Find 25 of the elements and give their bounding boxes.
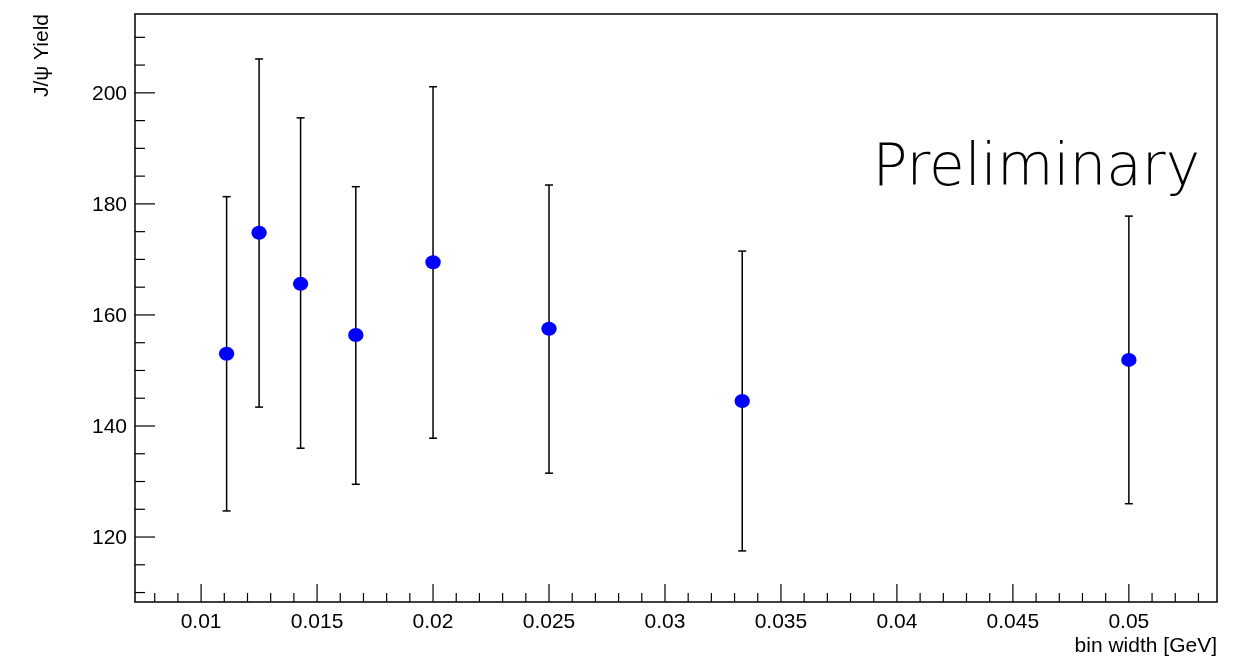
point (348, 327, 364, 342)
point (292, 276, 309, 291)
y-tick-label: 180 (91, 191, 127, 215)
point (218, 346, 235, 361)
y-tick-label: 140 (91, 413, 127, 437)
y-axis-title: J/ψ Yield (29, 14, 52, 98)
point (425, 255, 441, 270)
y-tick-label: 120 (91, 525, 127, 549)
annotation: Preliminary (872, 131, 1200, 199)
x-tick-label: 0.01 (180, 609, 222, 632)
y-tick-label: 200 (91, 80, 127, 104)
x-tick-label: 0.025 (522, 609, 576, 632)
x-tick-label: 0.03 (644, 609, 686, 632)
x-tick-label: 0.05 (1108, 609, 1150, 632)
y-tick-label: 160 (91, 302, 127, 326)
x-tick-label: 0.02 (412, 609, 454, 632)
x-tick-label: 0.04 (876, 609, 918, 632)
x-axis-title: bin width [GeV] (1074, 633, 1217, 656)
x-tick-label: 0.015 (290, 609, 344, 632)
point (541, 321, 557, 336)
x-tick-label: 0.045 (986, 609, 1040, 632)
point (1121, 352, 1137, 367)
point (251, 225, 267, 240)
point (734, 394, 750, 408)
x-tick-label: 0.035 (754, 609, 808, 632)
